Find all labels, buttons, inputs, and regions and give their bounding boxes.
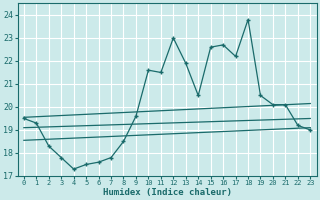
X-axis label: Humidex (Indice chaleur): Humidex (Indice chaleur) [103,188,232,197]
